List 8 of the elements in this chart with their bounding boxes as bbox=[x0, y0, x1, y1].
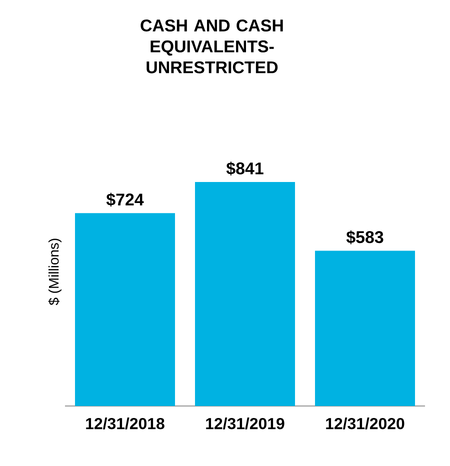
x-tick-label: 12/31/2019 bbox=[206, 418, 284, 430]
chart-title: CASH AND CASH EQUIVALENTS-UNRESTRICTED bbox=[140, 20, 283, 74]
x-tick-label: 12/31/2020 bbox=[326, 418, 404, 430]
data-label: $724 bbox=[106, 192, 144, 207]
data-label: $841 bbox=[226, 162, 264, 176]
y-axis-title: $ (Millions) bbox=[48, 238, 62, 306]
x-tick-label: 12/31/2018 bbox=[86, 418, 164, 430]
data-label: $583 bbox=[346, 230, 384, 244]
